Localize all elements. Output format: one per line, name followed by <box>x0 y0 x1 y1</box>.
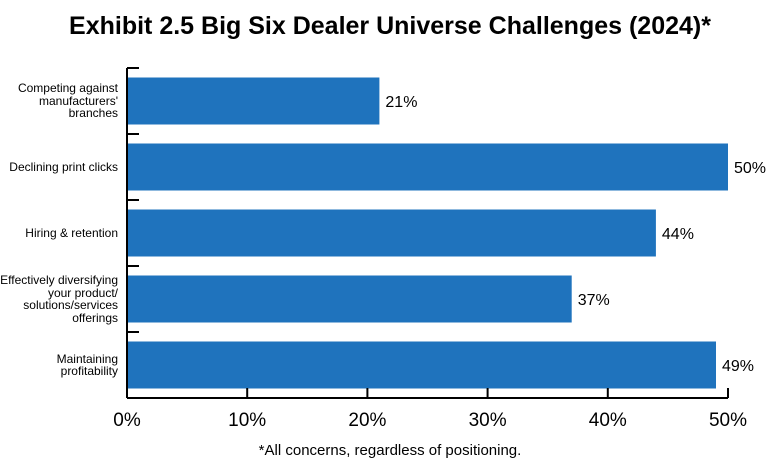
footnote: *All concerns, regardless of positioning… <box>258 442 522 459</box>
data-label: 37% <box>578 292 610 309</box>
x-tick-label: 30% <box>469 410 507 431</box>
x-tick-label: 10% <box>228 410 266 431</box>
x-tick-label: 0% <box>113 410 141 431</box>
data-label: 21% <box>385 94 417 111</box>
category-label-line: Maintaining <box>56 351 118 366</box>
category-label-line: manufacturers' <box>39 93 118 108</box>
category-label: Effectively diversifying your product/sol… <box>0 274 118 324</box>
data-label: 50% <box>734 160 766 177</box>
x-tick-label: 50% <box>709 410 747 431</box>
data-label: 44% <box>662 226 694 243</box>
bar <box>127 143 728 191</box>
x-tick-label: 40% <box>589 410 627 431</box>
bar <box>127 77 380 125</box>
chart-title: Exhibit 2.5 Big Six Dealer Universe Chal… <box>69 12 711 40</box>
x-tick-label: 20% <box>348 410 386 431</box>
category-label-line: Competing against <box>17 81 118 96</box>
bar <box>127 341 716 389</box>
category-label-line: Hiring & retention <box>25 225 118 240</box>
category-label-line: your product/ <box>47 285 118 300</box>
bar <box>127 209 656 257</box>
category-label-line: offerings <box>72 310 118 325</box>
category-label-line: branches <box>68 106 118 121</box>
category-label-line: Declining print clicks <box>9 159 118 174</box>
category-label: Maintaining profitability <box>0 351 118 378</box>
category-label: Hiring & retention <box>0 227 118 240</box>
data-label: 49% <box>722 358 754 375</box>
category-label: Competing against manufacturers' branches <box>0 82 118 120</box>
category-label-line: profitability <box>60 364 118 378</box>
category-label-line: solutions/services <box>23 298 118 312</box>
bar <box>127 275 572 323</box>
category-label-line: Effectively diversifying <box>0 273 118 287</box>
category-label: Declining print clicks <box>0 161 118 174</box>
